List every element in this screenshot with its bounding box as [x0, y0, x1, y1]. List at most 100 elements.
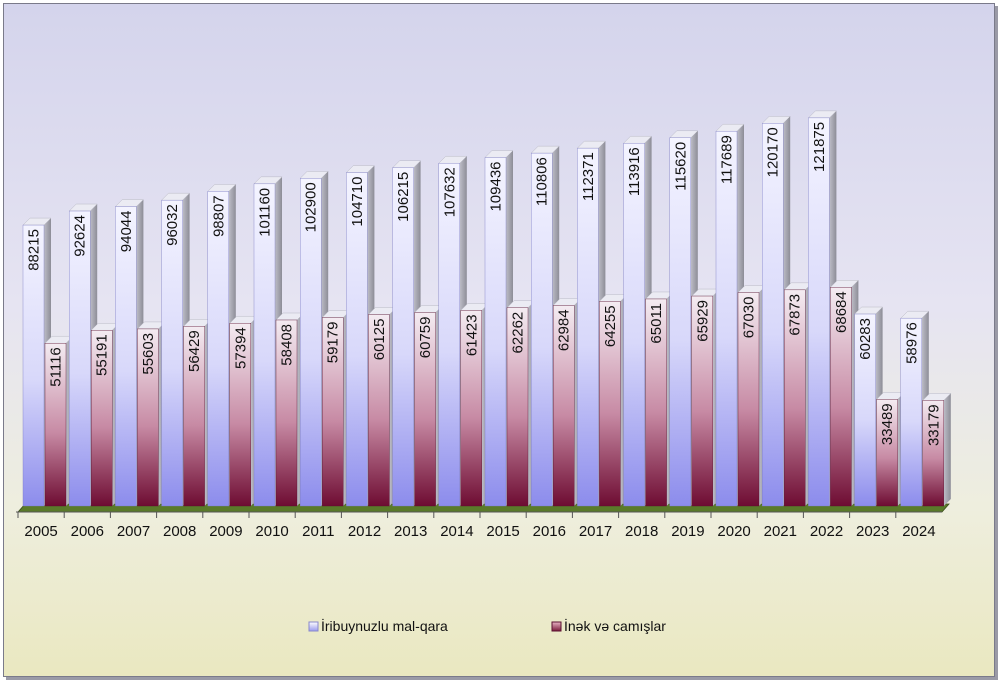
bar-iribuynuzlu: [808, 117, 830, 507]
value-label: 121875: [811, 122, 828, 172]
value-label: 106215: [395, 172, 412, 222]
value-label: 98807: [210, 195, 227, 237]
bar-iribuynuzlu: [115, 206, 137, 507]
value-label: 62262: [510, 312, 527, 354]
bar-iribuynuzlu: [762, 123, 784, 507]
bar-inek-camislar: [460, 310, 482, 507]
value-label: 57394: [232, 327, 249, 369]
value-label: 92624: [72, 215, 89, 257]
bar-iribuynuzlu: [68, 210, 91, 507]
bar-iribuynuzlu: [392, 167, 414, 507]
value-label: 64255: [602, 305, 619, 347]
value-label: 33179: [925, 404, 942, 446]
legend-label-iribuynuzlu: İribuynuzlu mal-qara: [321, 617, 448, 634]
value-label: 58408: [279, 324, 296, 366]
x-tick-label: 2021: [764, 523, 797, 540]
x-tick-label: 2019: [671, 523, 704, 540]
bar-iribuynuzlu: [438, 163, 460, 507]
x-tick-label: 2011: [302, 523, 334, 540]
bar-inek-camislar: [784, 289, 806, 507]
value-label: 60125: [371, 319, 388, 361]
value-label: 88215: [26, 229, 43, 271]
x-tick-label: 2020: [717, 523, 750, 540]
x-tick-label: 2013: [394, 523, 427, 540]
bar-inek-camislar: [506, 307, 529, 507]
value-label: 101160: [257, 188, 274, 237]
value-label: 55191: [94, 334, 111, 376]
bar-inek-camislar: [553, 305, 575, 507]
value-label: 60283: [857, 318, 874, 360]
bar-inek-camislar: [275, 319, 298, 507]
value-label: 115620: [672, 142, 689, 191]
bar-chart: 88215 51116 92624 55191 94044 55603 96032 56429…: [16, 110, 952, 634]
bar-inek-camislar: [137, 328, 159, 507]
x-tick-label: 2016: [533, 523, 566, 540]
bar-inek-camislar: [876, 399, 898, 507]
value-label: 56429: [186, 330, 203, 372]
x-tick-label: 2015: [486, 523, 519, 540]
value-label: 110806: [534, 157, 551, 206]
x-tick-label: 2005: [24, 523, 57, 540]
value-label: 61423: [463, 314, 480, 356]
value-label: 117689: [719, 135, 736, 184]
bar-side-face: [943, 393, 951, 506]
bar-inek-camislar: [322, 317, 344, 507]
legend-swatch-iribuynuzlu: [308, 621, 319, 632]
x-tick-label: 2007: [117, 523, 150, 540]
x-tick-label: 2009: [209, 523, 242, 540]
value-label: 120170: [765, 127, 782, 177]
value-label: 65011: [648, 303, 665, 344]
bar-inek-camislar: [599, 301, 621, 507]
x-tick-label: 2008: [163, 523, 196, 540]
value-label: 109436: [488, 161, 505, 211]
x-tick-label: 2012: [348, 523, 381, 540]
value-label: 113916: [626, 147, 643, 196]
x-tick-label: 2024: [902, 523, 935, 540]
bar-iribuynuzlu: [854, 313, 876, 507]
bar-inek-camislar: [183, 326, 205, 507]
value-label: 55603: [140, 333, 157, 375]
x-tick-label: 2006: [71, 523, 104, 540]
bar-iribuynuzlu: [300, 178, 322, 507]
bar-iribuynuzlu: [900, 317, 922, 507]
bar-inek-camislar: [414, 312, 436, 507]
x-tick-label: 2023: [856, 523, 889, 540]
value-label: 104710: [349, 177, 366, 227]
bar-inek-camislar: [229, 323, 252, 507]
value-label: 62984: [556, 309, 573, 351]
chart-frame: 88215 51116 92624 55191 94044 55603 96032 56429…: [3, 3, 995, 677]
bars-layer: 88215 51116 92624 55191 94044 55603 96032 56429…: [22, 110, 952, 507]
bar-inek-camislar: [737, 292, 760, 507]
value-label: 67030: [741, 297, 758, 339]
bar-iribuynuzlu: [669, 137, 691, 507]
bar-iribuynuzlu: [715, 131, 738, 507]
value-label: 94044: [118, 211, 135, 253]
x-tick-label: 2017: [579, 523, 612, 540]
bar-inek-camislar: [830, 287, 852, 507]
value-label: 51116: [48, 347, 65, 387]
x-tick-label: 2010: [255, 523, 288, 540]
bar-iribuynuzlu: [577, 147, 599, 507]
bar-inek-camislar: [44, 343, 67, 507]
value-label: 112371: [580, 152, 597, 201]
bar-iribuynuzlu: [346, 172, 368, 507]
value-label: 107632: [441, 167, 458, 217]
value-label: 68684: [833, 291, 850, 333]
x-axis: 2005 2006 2007 2008 2009 2010 2011 2012 2013 2014…: [16, 511, 942, 540]
bar-iribuynuzlu: [484, 157, 507, 507]
legend-label-inek: İnək və camışlar: [564, 617, 666, 634]
bar-iribuynuzlu: [531, 152, 553, 507]
value-label: 65929: [694, 300, 711, 342]
bar-inek-camislar: [645, 298, 667, 507]
value-label: 102900: [303, 182, 320, 232]
value-label: 96032: [164, 204, 181, 246]
x-tick-label: 2018: [625, 523, 658, 540]
legend-swatch-inek: [551, 621, 562, 632]
value-label: 67873: [787, 294, 804, 336]
bar-iribuynuzlu: [161, 199, 183, 507]
bar-iribuynuzlu: [207, 191, 230, 507]
bar-inek-camislar: [368, 314, 390, 507]
value-label: 33489: [879, 403, 896, 445]
bar-inek-camislar: [922, 400, 944, 507]
x-tick-label: 2022: [810, 523, 843, 540]
